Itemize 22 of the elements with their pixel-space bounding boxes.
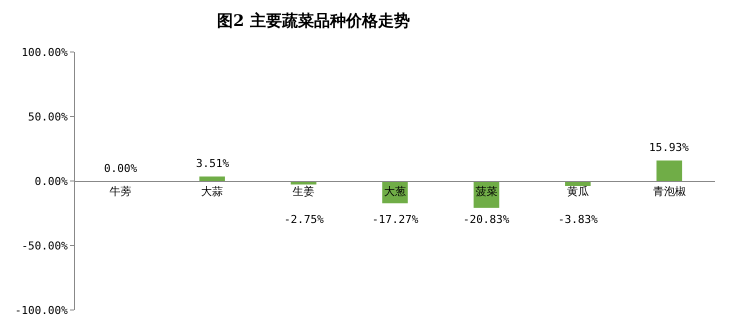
y-tick-label: 50.00%	[28, 110, 68, 124]
x-tick-label: 牛蒡	[110, 185, 132, 198]
x-tick-label: 生姜	[292, 185, 315, 198]
data-label: -20.83%	[463, 213, 510, 226]
x-tick-label: 青泡椒	[652, 185, 686, 198]
y-tick-label: -50.00%	[21, 239, 68, 252]
data-label: 3.51%	[196, 157, 230, 170]
y-tick-label: 0.00%	[34, 174, 68, 188]
x-tick-label: 大蒜	[201, 185, 224, 198]
x-tick-label: 黄瓜	[566, 185, 589, 198]
x-tick-label: 菠菜	[475, 185, 498, 198]
bar	[656, 160, 682, 181]
y-tick-label: -100.00%	[14, 304, 68, 317]
x-tick-label: 大葱	[384, 185, 406, 198]
y-tick-label: 100.00%	[21, 46, 68, 59]
chart-title: 图2 主要蔬菜品种价格走势	[217, 10, 410, 30]
data-label: 0.00%	[104, 162, 138, 175]
data-label: 15.93%	[649, 141, 690, 154]
data-label: -3.83%	[558, 213, 598, 226]
bar	[199, 176, 225, 181]
data-label: -2.75%	[284, 213, 324, 226]
data-label: -17.27%	[372, 213, 419, 226]
